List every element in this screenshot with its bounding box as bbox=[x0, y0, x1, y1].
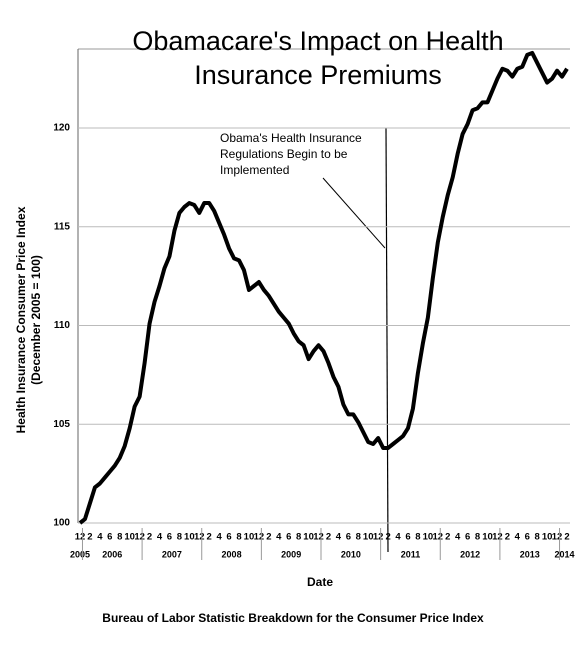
y-axis-title: Health Insurance Consumer Price Index (D… bbox=[14, 206, 43, 433]
year-label: 2006 bbox=[102, 549, 122, 559]
year-label: 2010 bbox=[341, 549, 361, 559]
x-tick-label: 10 bbox=[542, 532, 553, 543]
x-tick-label: 4 bbox=[515, 532, 521, 543]
x-tick-label: 8 bbox=[415, 532, 420, 543]
y-tick-label: 110 bbox=[54, 320, 71, 331]
y-tick-label: 100 bbox=[53, 518, 70, 529]
year-label: 2013 bbox=[520, 549, 540, 559]
x-tick-label: 12 bbox=[134, 532, 145, 543]
y-tick-label: 105 bbox=[53, 419, 70, 430]
x-tick-label: 4 bbox=[276, 532, 282, 543]
y-tick-label: 120 bbox=[53, 123, 70, 134]
data-line bbox=[78, 50, 569, 525]
x-tick-label: 2 bbox=[445, 532, 450, 543]
x-tick-label: 2 bbox=[207, 532, 212, 543]
year-label: 2008 bbox=[222, 549, 242, 559]
chart-title: Obamacare's Impact on Health Insurance P… bbox=[132, 26, 504, 90]
x-tick-label: 12 bbox=[313, 532, 324, 543]
x-tick-label: 4 bbox=[455, 532, 461, 543]
x-tick-label: 10 bbox=[363, 532, 374, 543]
year-label: 2007 bbox=[162, 549, 182, 559]
x-tick-label: 6 bbox=[525, 532, 530, 543]
x-tick-label: 4 bbox=[216, 532, 222, 543]
x-tick-label: 12 bbox=[254, 532, 265, 543]
year-label: 2005 bbox=[70, 549, 90, 559]
x-tick-label: 8 bbox=[475, 532, 480, 543]
x-tick-label: 4 bbox=[97, 532, 103, 543]
annotation-vertical-line bbox=[385, 127, 389, 553]
annotation-pointer bbox=[322, 177, 386, 249]
x-tick-label: 8 bbox=[177, 532, 182, 543]
x-tick-label: 4 bbox=[395, 532, 401, 543]
x-tick-label: 4 bbox=[157, 532, 163, 543]
annotation-line: Obama's Health Insurance bbox=[220, 131, 362, 145]
x-tick-label: 6 bbox=[465, 532, 470, 543]
x-tick-label: 6 bbox=[405, 532, 410, 543]
x-tick-label: 6 bbox=[226, 532, 231, 543]
x-tick-label: 2 bbox=[147, 532, 152, 543]
year-label: 2012 bbox=[460, 549, 480, 559]
x-tick-label: 8 bbox=[236, 532, 241, 543]
x-tick-label: 10 bbox=[423, 532, 434, 543]
year-label: 2011 bbox=[401, 549, 421, 559]
x-tick-label: 6 bbox=[107, 532, 112, 543]
x-tick-label: 6 bbox=[286, 532, 291, 543]
year-label: 2009 bbox=[281, 549, 301, 559]
x-tick-label: 10 bbox=[244, 532, 255, 543]
x-tick-label: 2 bbox=[326, 532, 331, 543]
x-tick-label: 2 bbox=[266, 532, 271, 543]
x-tick-label: 10 bbox=[303, 532, 314, 543]
x-tick-label: 8 bbox=[535, 532, 540, 543]
x-tick-label: 10 bbox=[482, 532, 493, 543]
x-tick-label: 2 bbox=[564, 532, 569, 543]
x-tick-label: 12 bbox=[552, 532, 563, 543]
x-tick-label: 6 bbox=[346, 532, 351, 543]
year-label: 2014 bbox=[554, 549, 574, 559]
annotation-line: Implemented bbox=[220, 163, 289, 177]
x-tick-label: 2 bbox=[385, 532, 390, 543]
x-axis-title: Date bbox=[307, 575, 333, 589]
x-tick-label: 10 bbox=[184, 532, 195, 543]
annotation-line: Regulations Begin to be bbox=[220, 147, 348, 161]
x-tick-label: 10 bbox=[124, 532, 135, 543]
x-tick-label: 12 bbox=[492, 532, 503, 543]
x-tick-label: 8 bbox=[356, 532, 361, 543]
x-tick-label: 8 bbox=[296, 532, 301, 543]
x-tick-label: 8 bbox=[117, 532, 122, 543]
x-tick-label: 4 bbox=[336, 532, 342, 543]
y-tick-label: 115 bbox=[54, 221, 71, 232]
x-tick-label: 12 bbox=[433, 532, 444, 543]
x-tick-label: 6 bbox=[167, 532, 172, 543]
footer: Bureau of Labor Statistic Breakdown for … bbox=[102, 611, 484, 625]
x-tick-label: 2 bbox=[505, 532, 510, 543]
x-tick-label: 12 bbox=[194, 532, 205, 543]
y-axis-title-line: (December 2005 = 100) bbox=[29, 255, 43, 385]
x-tick-label: 2 bbox=[87, 532, 92, 543]
x-tick-label: 12 bbox=[373, 532, 384, 543]
y-axis-title-line: Health Insurance Consumer Price Index bbox=[14, 206, 28, 433]
x-tick-label: 12 bbox=[75, 532, 86, 543]
